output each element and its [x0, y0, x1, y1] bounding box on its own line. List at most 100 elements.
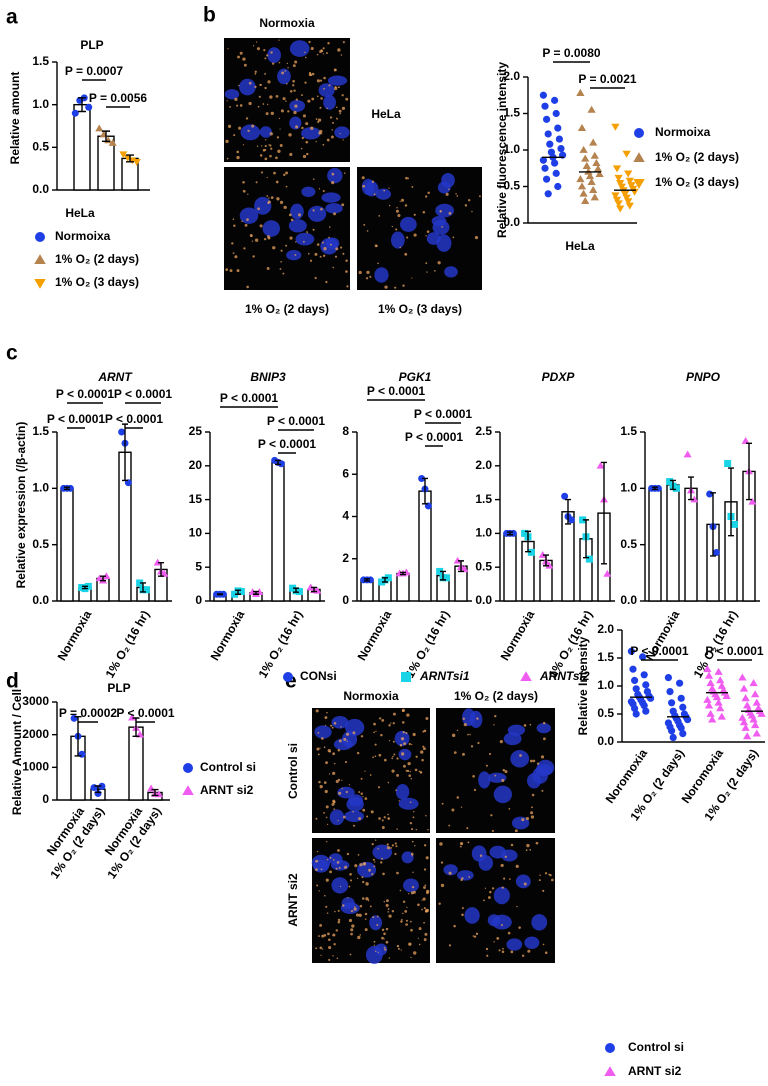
speckle	[385, 927, 389, 931]
speckle	[531, 806, 534, 809]
data-point	[749, 715, 758, 723]
speckle	[372, 916, 375, 919]
nucleus	[398, 748, 412, 761]
speckle	[504, 855, 507, 858]
micrograph-title: Normoxia	[259, 16, 315, 30]
nucleus	[391, 231, 405, 249]
speckle	[420, 750, 424, 754]
speckle	[265, 139, 267, 141]
speckle	[402, 764, 406, 768]
speckle	[412, 871, 414, 874]
error-bar	[82, 585, 88, 590]
speckle	[469, 733, 471, 736]
speckle	[456, 729, 459, 732]
speckle	[371, 873, 374, 876]
speckle	[380, 733, 383, 737]
speckle	[411, 828, 414, 831]
speckle	[399, 246, 402, 249]
speckle	[510, 950, 514, 954]
nucleus	[443, 864, 458, 876]
speckle	[467, 199, 471, 202]
speckle	[327, 749, 331, 753]
speckle	[462, 752, 465, 756]
bar	[666, 484, 680, 602]
nucleus	[531, 914, 548, 931]
speckle	[343, 737, 347, 741]
nucleus	[325, 203, 343, 214]
data-point	[136, 579, 144, 587]
speckle	[345, 270, 348, 273]
speckle	[527, 949, 531, 953]
speckle	[470, 745, 474, 748]
speckle	[339, 112, 342, 115]
micrograph-caption: 1% O₂ (2 days)	[245, 302, 329, 316]
speckle	[462, 717, 466, 720]
speckle	[370, 810, 374, 814]
speckle	[395, 845, 398, 848]
speckle	[459, 845, 462, 848]
speckle	[293, 110, 297, 115]
y-tick-label: 2	[342, 551, 349, 565]
speckle	[383, 816, 386, 819]
y-tick-label: 0.0	[597, 734, 614, 748]
speckle	[258, 95, 261, 98]
speckle	[327, 932, 330, 936]
nucleus	[515, 874, 531, 889]
speckle	[257, 207, 261, 211]
data-point	[581, 154, 590, 162]
speckle	[333, 212, 336, 216]
speckle	[252, 45, 255, 47]
data-point	[585, 172, 595, 180]
speckle	[276, 136, 280, 139]
speckle	[266, 267, 270, 270]
error-bar	[364, 578, 370, 582]
speckle	[440, 883, 445, 888]
speckle	[336, 957, 339, 960]
error-bar	[94, 785, 102, 794]
speckle	[318, 935, 320, 937]
data-point	[543, 115, 551, 123]
speckle	[335, 929, 339, 932]
speckle	[539, 874, 541, 877]
nucleus	[320, 237, 338, 255]
speckle	[331, 121, 335, 124]
speckle	[526, 843, 530, 848]
nucleus	[331, 877, 349, 894]
data-point	[384, 574, 392, 582]
speckle	[326, 823, 329, 825]
p-value: P < 0.0001	[116, 706, 174, 720]
speckle	[264, 57, 267, 60]
speckle	[397, 213, 401, 218]
data-point	[552, 169, 560, 177]
speckle	[259, 224, 263, 228]
y-tick-label: 0.0	[503, 215, 520, 229]
speckle	[323, 781, 327, 785]
data-point	[587, 177, 596, 185]
speckle	[285, 171, 289, 175]
y-tick-label: 1.5	[32, 424, 49, 438]
data-point	[554, 124, 562, 132]
speckle	[335, 117, 338, 119]
speckle	[408, 774, 412, 778]
speckle	[456, 195, 459, 197]
speckle	[373, 731, 375, 734]
speckle	[237, 55, 240, 59]
speckle	[326, 912, 329, 914]
micrograph	[224, 167, 350, 290]
speckle	[287, 110, 290, 113]
nucleus	[478, 771, 491, 789]
speckle	[358, 817, 362, 821]
speckle	[268, 197, 270, 199]
data-point	[724, 460, 732, 468]
speckle	[322, 189, 325, 193]
y-tick-label: 0.5	[620, 537, 637, 551]
data-point	[418, 474, 426, 482]
data-point	[102, 572, 111, 580]
speckle	[294, 60, 298, 64]
speckle	[337, 920, 341, 924]
speckle	[388, 187, 390, 189]
speckle	[409, 821, 413, 825]
speckle	[410, 928, 413, 932]
speckle	[399, 743, 403, 747]
nucleus	[431, 215, 447, 227]
